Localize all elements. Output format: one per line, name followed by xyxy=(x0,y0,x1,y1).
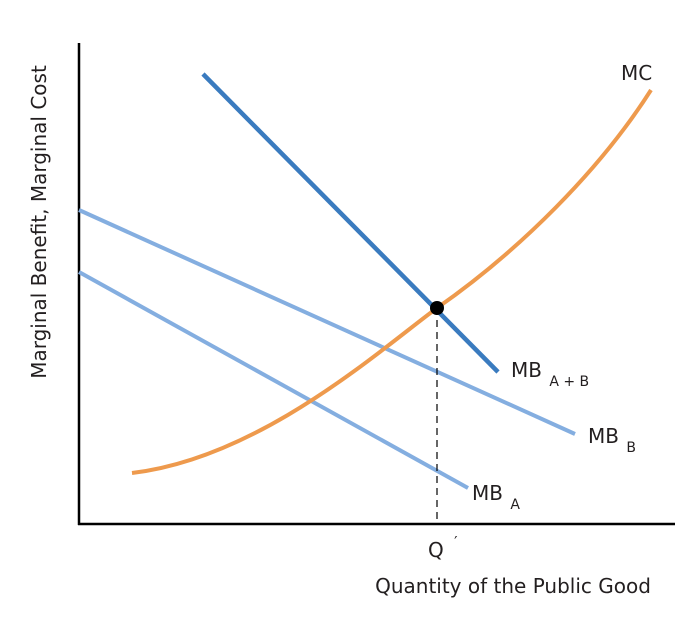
x-tick-prime: ′ xyxy=(454,533,458,551)
mb-b-label-main: MB xyxy=(588,424,619,448)
mc-curve xyxy=(131,88,653,475)
mc-label: MC xyxy=(621,61,652,85)
x-axis-title: Quantity of the Public Good xyxy=(375,574,651,598)
y-axis-title: Marginal Benefit, Marginal Cost xyxy=(27,65,51,379)
mb-sum-line xyxy=(201,72,500,374)
x-tick-main: Q xyxy=(428,538,444,562)
mb-b-line xyxy=(78,208,576,436)
mb-a-line xyxy=(78,270,469,490)
mb-b-label-sub: B xyxy=(626,440,636,456)
equilibrium-point xyxy=(430,301,444,315)
x-tick-label: Q ′ xyxy=(428,533,458,562)
mb-a-label-main: MB xyxy=(472,481,503,505)
mb-a-label: MB A xyxy=(472,481,520,513)
mb-b-label: MB B xyxy=(588,424,636,456)
mb-a-label-sub: A xyxy=(510,497,520,513)
mb-sum-label-main: MB xyxy=(511,358,542,382)
mb-sum-label: MB A + B xyxy=(511,358,589,390)
mb-sum-label-sub: A + B xyxy=(549,374,589,390)
